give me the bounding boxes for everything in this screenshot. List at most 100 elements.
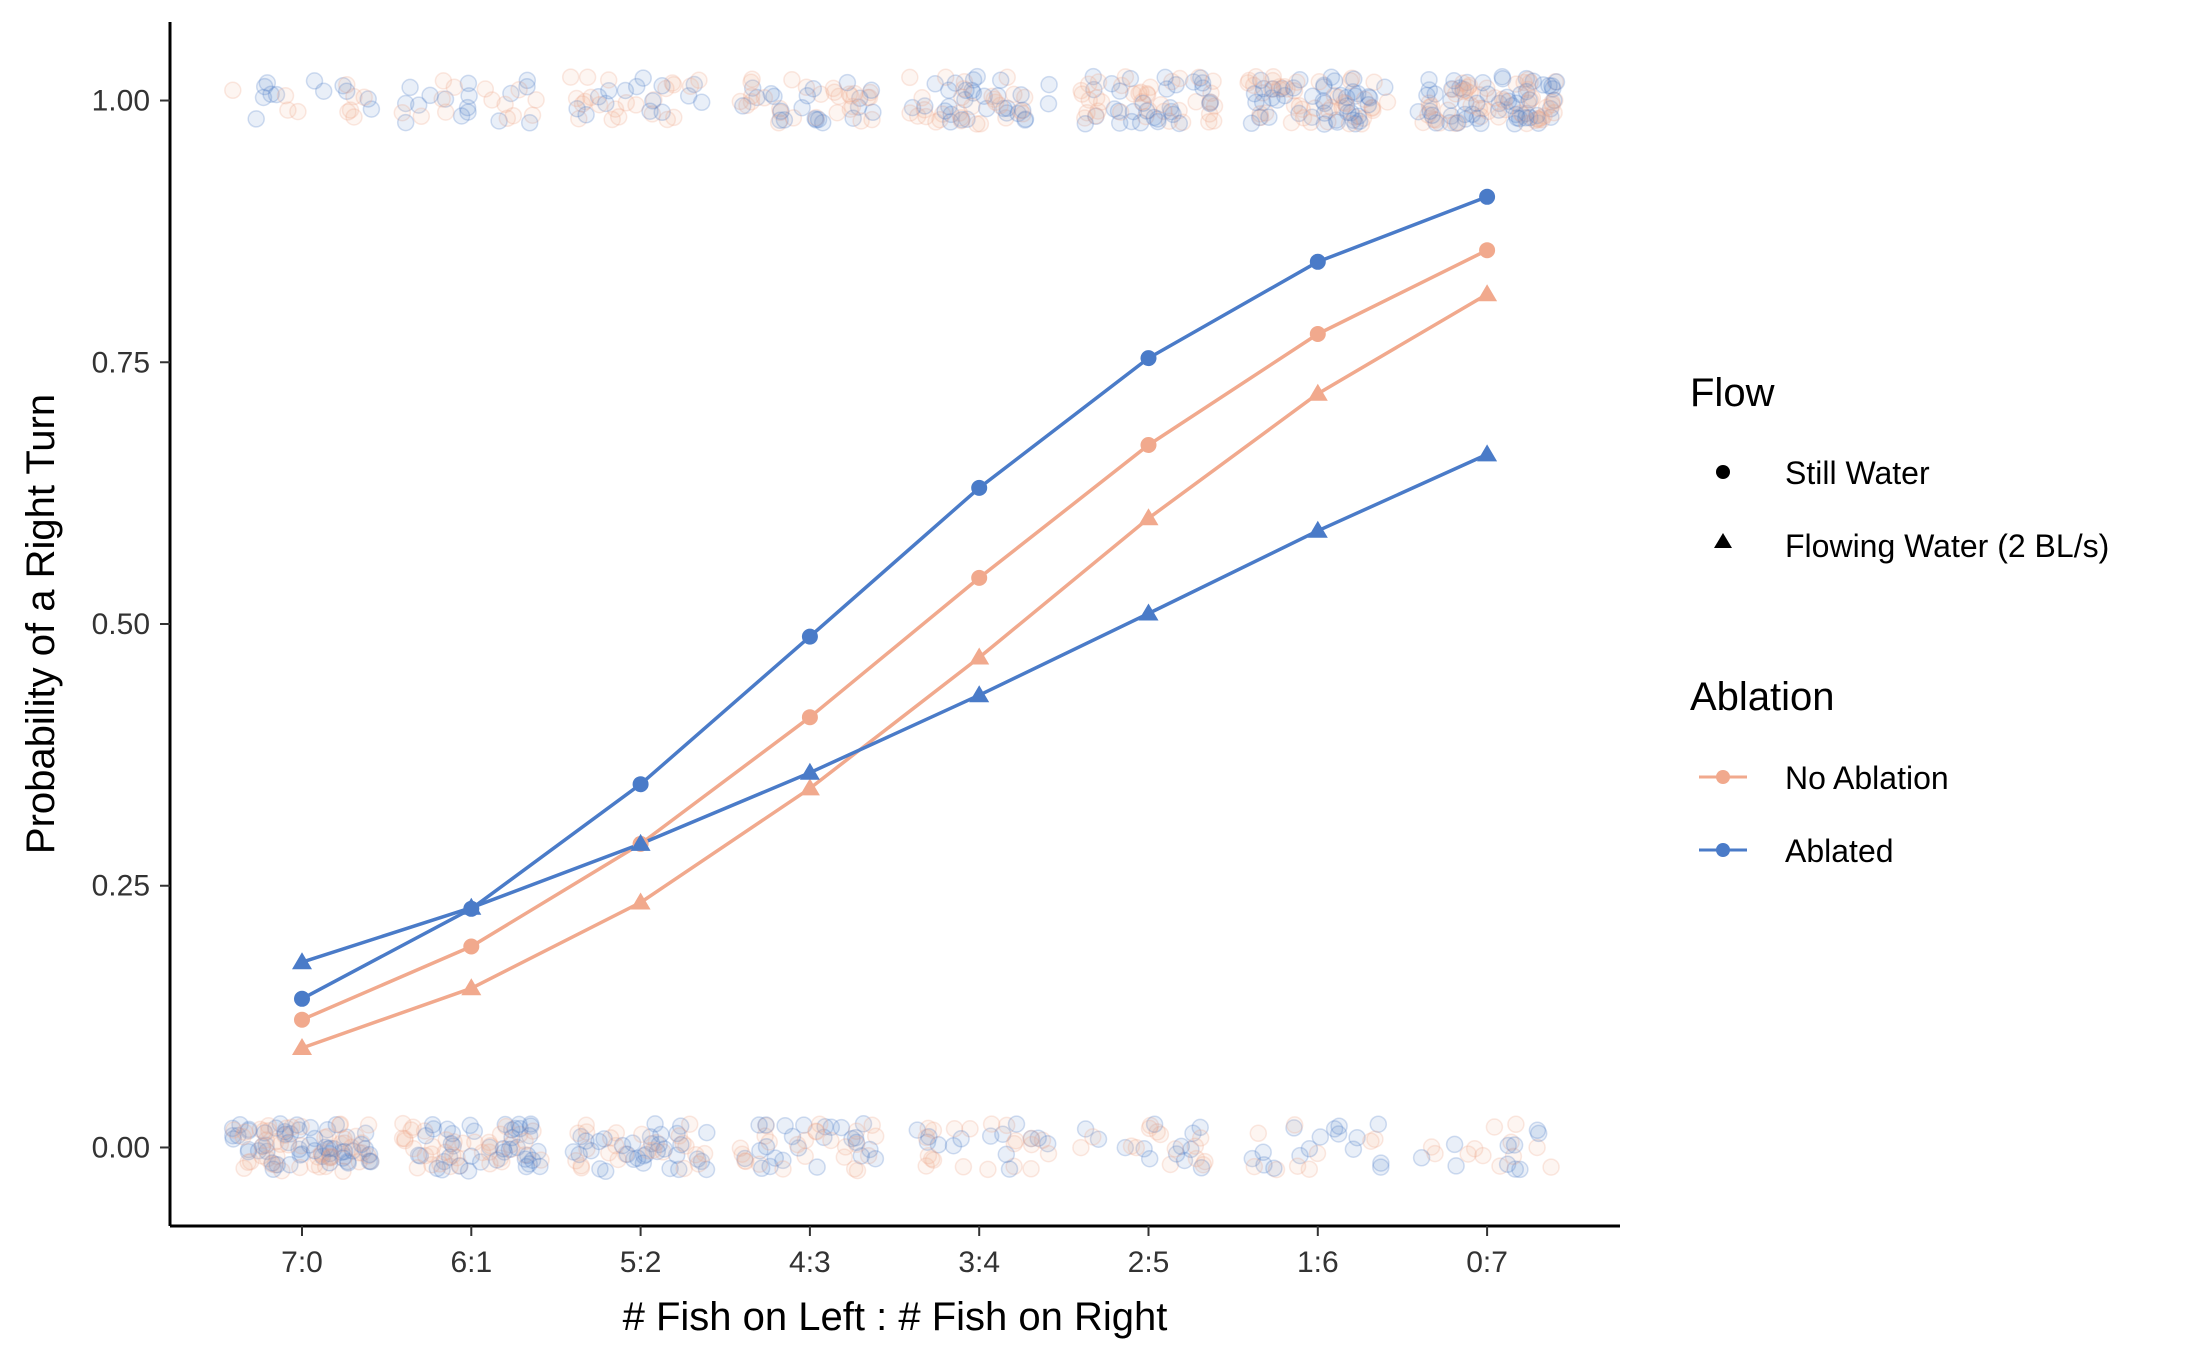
- raw-observation-point: [1158, 80, 1176, 98]
- raw-observation-point: [736, 1152, 754, 1170]
- raw-observation-point: [320, 1148, 339, 1166]
- raw-observation-point: [1256, 104, 1275, 122]
- raw-observation-point: [335, 1130, 353, 1148]
- raw-observation-point: [498, 109, 517, 128]
- raw-observation-point: [516, 1132, 534, 1151]
- raw-observation-point: [1319, 101, 1338, 120]
- raw-observation-point: [613, 1136, 632, 1155]
- raw-observation-point: [1505, 115, 1524, 133]
- raw-observation-point: [901, 104, 919, 122]
- raw-observation-point: [404, 1118, 422, 1136]
- raw-observation-point: [1089, 102, 1107, 120]
- raw-observation-point: [843, 1129, 861, 1148]
- raw-observation-point: [998, 68, 1016, 87]
- raw-observation-point: [901, 68, 919, 87]
- raw-observation-point: [1474, 1146, 1492, 1165]
- raw-observation-point: [977, 99, 996, 118]
- raw-observation-point: [908, 1121, 927, 1139]
- raw-observation-point: [234, 1128, 252, 1146]
- raw-observation-point: [998, 99, 1017, 118]
- raw-observation-point: [1288, 1157, 1307, 1175]
- raw-observation-point: [480, 1143, 499, 1161]
- raw-observation-point: [1529, 1124, 1548, 1143]
- raw-observation-point: [275, 1126, 294, 1145]
- raw-observation-point: [495, 1143, 514, 1161]
- raw-observation-point: [924, 1121, 943, 1140]
- raw-observation-point: [1344, 83, 1362, 101]
- raw-observation-point: [1156, 68, 1174, 87]
- raw-observation-point: [1495, 92, 1514, 110]
- raw-observation-point: [480, 1138, 499, 1156]
- raw-observation-point: [1262, 80, 1281, 98]
- raw-observation-point: [293, 1145, 311, 1163]
- raw-observation-point: [1102, 74, 1121, 93]
- raw-observation-point: [731, 92, 750, 111]
- raw-observation-point: [1544, 80, 1562, 98]
- raw-observation-point: [1167, 76, 1185, 94]
- raw-observation-point: [338, 76, 356, 94]
- raw-observation-point: [1533, 110, 1551, 129]
- raw-observation-point: [697, 1160, 716, 1179]
- raw-observation-point: [436, 103, 455, 121]
- raw-observation-point: [459, 74, 478, 93]
- raw-observation-point: [1131, 114, 1150, 132]
- raw-observation-point: [1426, 85, 1444, 103]
- raw-observation-point: [1542, 108, 1560, 126]
- raw-observation-point: [1499, 1136, 1517, 1155]
- data-point-no-ablation-flowing-water-2-bl-s: [292, 1038, 312, 1055]
- raw-observation-point: [518, 1146, 537, 1165]
- raw-observation-point: [628, 1149, 647, 1167]
- raw-observation-point: [822, 1131, 840, 1150]
- raw-observation-point: [1459, 78, 1478, 97]
- raw-observation-point: [940, 97, 958, 116]
- raw-observation-point: [465, 1122, 484, 1141]
- raw-observation-point: [582, 1141, 600, 1160]
- raw-observation-point: [1016, 111, 1034, 129]
- raw-observation-point: [844, 109, 862, 127]
- raw-observation-point: [393, 103, 412, 122]
- raw-observation-point: [1085, 80, 1103, 99]
- raw-observation-point: [1243, 1149, 1262, 1168]
- raw-observation-point: [595, 1130, 613, 1148]
- raw-observation-point: [1504, 1147, 1523, 1166]
- raw-observation-point: [1502, 1133, 1520, 1151]
- raw-observation-point: [569, 1124, 587, 1143]
- raw-observation-point: [1039, 1144, 1058, 1163]
- x-tick-label: 3:4: [958, 1246, 1000, 1279]
- raw-observation-point: [1264, 80, 1282, 98]
- raw-observation-point: [1349, 107, 1368, 126]
- raw-observation-point: [497, 1117, 515, 1136]
- raw-observation-point: [508, 1138, 526, 1157]
- raw-observation-point: [316, 1128, 334, 1147]
- raw-observation-point: [448, 1148, 466, 1167]
- raw-observation-point: [692, 93, 711, 112]
- raw-observation-point: [1457, 110, 1475, 128]
- raw-observation-point: [813, 113, 832, 132]
- raw-observation-point: [435, 1152, 453, 1171]
- raw-observation-point: [1284, 79, 1303, 97]
- x-tick-label: 4:3: [789, 1246, 831, 1279]
- raw-observation-point: [690, 71, 708, 89]
- raw-observation-point: [863, 1116, 881, 1134]
- raw-observation-point: [1364, 101, 1382, 120]
- series-line-ablated-flowing-water-2-bl-s: [301, 452, 1488, 964]
- raw-observation-point: [1496, 100, 1515, 119]
- legend-flowing-water-label: Flowing Water (2 BL/s): [1785, 528, 2109, 564]
- raw-observation-point: [637, 1145, 655, 1164]
- raw-observation-point: [1409, 102, 1428, 121]
- raw-observation-point: [276, 86, 295, 105]
- y-tick-label: 0.00: [92, 1131, 150, 1164]
- raw-observation-point: [658, 110, 677, 129]
- raw-observation-point: [1445, 1135, 1464, 1154]
- raw-observation-point: [1442, 107, 1461, 125]
- raw-observation-point: [929, 1136, 948, 1154]
- raw-observation-point: [1135, 1140, 1153, 1158]
- raw-observations-layer: [223, 67, 1566, 1181]
- raw-observation-point: [609, 1150, 627, 1169]
- raw-observation-point: [421, 86, 439, 105]
- raw-observation-point: [353, 1134, 371, 1152]
- raw-observation-point: [957, 81, 975, 100]
- raw-observation-point: [1124, 85, 1143, 103]
- raw-observation-point: [665, 108, 683, 127]
- raw-observation-point: [1470, 99, 1489, 118]
